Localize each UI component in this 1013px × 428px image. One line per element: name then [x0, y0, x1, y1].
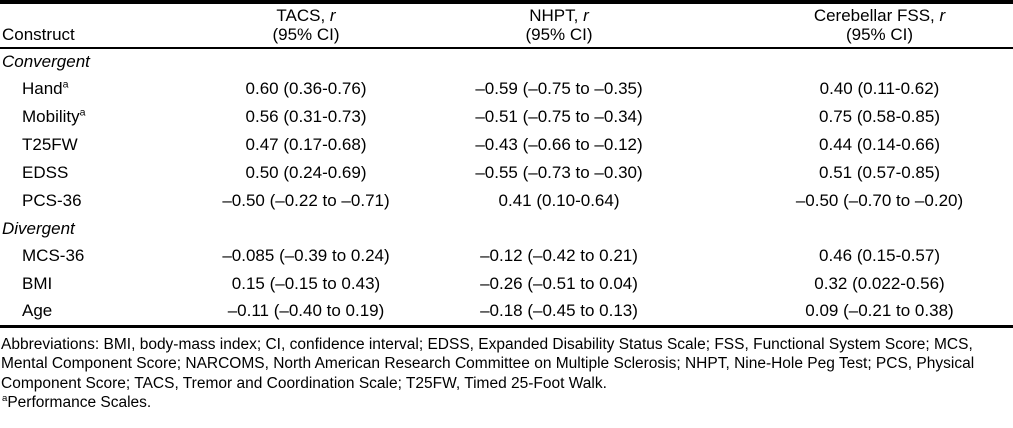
correlation-table: Construct TACS, r (95% CI) NHPT, r (95% … [0, 0, 1013, 328]
nhpt-ci-label: (95% CI) [525, 25, 593, 44]
tacs-value: 0.60 (0.36-0.76) [245, 79, 367, 98]
fss-ci-label: (95% CI) [845, 25, 914, 44]
fss-value: 0.32 (0.022-0.56) [814, 274, 945, 293]
fss-value: 0.44 (0.14-0.66) [819, 135, 940, 154]
nhpt-value: –0.26 (–0.51 to 0.04) [480, 274, 638, 293]
nhpt-value: –0.51 (–0.75 to –0.34) [475, 107, 643, 126]
fss-column-header: Cerebellar FSS, r (95% CI) [684, 2, 1013, 49]
section-label-convergent: Convergent [2, 52, 90, 71]
fss-value: 0.09 (–0.21 to 0.38) [805, 301, 954, 321]
tacs-value: 0.50 (0.24-0.69) [245, 163, 367, 182]
nhpt-value: –0.55 (–0.73 to –0.30) [475, 163, 643, 182]
nhpt-column-header: NHPT, r (95% CI) [434, 2, 684, 49]
table-row-age: Age –0.11 (–0.40 to 0.19) –0.18 (–0.45 t… [0, 298, 1013, 326]
table-header: Construct TACS, r (95% CI) NHPT, r (95% … [0, 2, 1013, 49]
construct-label: BMI [22, 274, 53, 293]
fss-value: –0.50 (–0.70 to –0.20) [795, 191, 964, 210]
performance-scales-footnote: aPerformance Scales. [1, 393, 1011, 413]
fss-value: 0.75 (0.58-0.85) [819, 107, 940, 126]
construct-label: Age [22, 301, 53, 321]
table-row-pcs36: PCS-36 –0.50 (–0.22 to –0.71) 0.41 (0.10… [0, 187, 1013, 215]
construct-column-header: Construct [0, 2, 178, 49]
fss-r-symbol: r [939, 6, 946, 25]
table-row-edss: EDSS 0.50 (0.24-0.69) –0.55 (–0.73 to –0… [0, 159, 1013, 187]
table-footer: Abbreviations: BMI, body-mass index; CI,… [0, 335, 1013, 413]
tacs-r-symbol: r [329, 6, 336, 25]
header-row: Construct TACS, r (95% CI) NHPT, r (95% … [0, 2, 1013, 49]
abbreviations-text: Abbreviations: BMI, body-mass index; CI,… [1, 335, 975, 392]
nhpt-value: –0.18 (–0.45 to 0.13) [480, 301, 638, 321]
footnote-text: Performance Scales. [7, 394, 152, 411]
nhpt-value: 0.41 (0.10-0.64) [498, 191, 620, 210]
tacs-ci-label: (95% CI) [272, 25, 340, 44]
tacs-value: –0.50 (–0.22 to –0.71) [222, 191, 390, 210]
fss-value: 0.46 (0.15-0.57) [819, 246, 940, 265]
nhpt-header-label: NHPT, [529, 6, 584, 25]
table-row-hand: Handa 0.60 (0.36-0.76) –0.59 (–0.75 to –… [0, 75, 1013, 103]
section-row-divergent: Divergent [0, 215, 1013, 242]
construct-label: PCS-36 [22, 191, 82, 210]
tacs-value: –0.11 (–0.40 to 0.19) [227, 301, 385, 321]
tacs-header-label: TACS, [276, 6, 330, 25]
footnote-marker: a [62, 78, 69, 91]
footnote-marker-a: a [2, 392, 8, 404]
tacs-value: 0.47 (0.17-0.68) [245, 135, 367, 154]
table-row-bmi: BMI 0.15 (–0.15 to 0.43) –0.26 (–0.51 to… [0, 270, 1013, 298]
construct-label: EDSS [22, 163, 69, 182]
section-label-divergent: Divergent [2, 218, 75, 238]
footnote-marker: a [79, 106, 86, 119]
tacs-value: 0.15 (–0.15 to 0.43) [231, 274, 381, 293]
table-row-mcs36: MCS-36 –0.085 (–0.39 to 0.24) –0.12 (–0.… [0, 242, 1013, 270]
nhpt-value: –0.12 (–0.42 to 0.21) [480, 246, 638, 265]
tacs-value: –0.085 (–0.39 to 0.24) [222, 246, 390, 265]
section-row-convergent: Convergent [0, 48, 1013, 75]
fss-header-label: Cerebellar FSS, [813, 6, 940, 25]
nhpt-r-symbol: r [583, 6, 589, 25]
tacs-value: 0.56 (0.31-0.73) [245, 107, 367, 126]
table-row-mobility: Mobilitya 0.56 (0.31-0.73) –0.51 (–0.75 … [0, 103, 1013, 131]
fss-value: 0.51 (0.57-0.85) [819, 163, 940, 182]
construct-label: Mobilitya [22, 106, 86, 126]
table-row-t25fw: T25FW 0.47 (0.17-0.68) –0.43 (–0.66 to –… [0, 131, 1013, 159]
tacs-column-header: TACS, r (95% CI) [178, 2, 434, 49]
construct-label: MCS-36 [22, 246, 85, 265]
construct-label: T25FW [22, 135, 78, 154]
nhpt-value: –0.43 (–0.66 to –0.12) [475, 135, 643, 154]
table-body: Convergent Handa 0.60 (0.36-0.76) –0.59 … [0, 48, 1013, 326]
construct-label: Handa [22, 78, 69, 98]
fss-value: 0.40 (0.11-0.62) [819, 79, 940, 98]
nhpt-value: –0.59 (–0.75 to –0.35) [475, 79, 643, 98]
